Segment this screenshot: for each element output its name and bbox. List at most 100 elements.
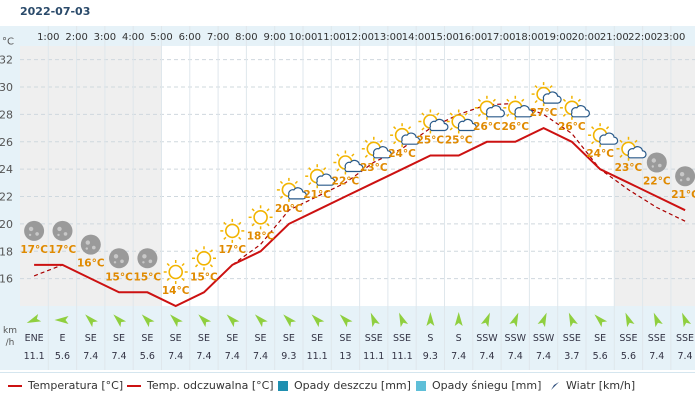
wind-direction-label: SE	[311, 333, 323, 344]
wind-speed-label: 11.1	[363, 351, 384, 362]
moon-cloud-icon	[109, 248, 129, 269]
wind-speed-label: 7.4	[83, 351, 98, 362]
legend-feels-like[interactable]: Temp. odczuwalna [°C]	[127, 379, 274, 392]
moon-cloud-icon	[52, 220, 73, 241]
temperature-data-label: 25°C	[445, 134, 473, 146]
wind-speed-label: 7.4	[168, 351, 183, 362]
forecast-date: 2022-07-03	[20, 5, 91, 18]
hour-label: 22:00	[628, 32, 657, 43]
wind-arrow-icon	[283, 314, 296, 328]
temperature-data-label: 20°C	[275, 203, 303, 215]
y-tick-label: 22	[0, 191, 13, 204]
wind-arrow-icon	[141, 314, 155, 328]
temperature-data-label: 23°C	[360, 162, 388, 174]
wind-speed-label: 5.6	[621, 351, 636, 362]
wind-arrow-icon	[625, 312, 635, 328]
temperature-data-label: 24°C	[388, 148, 416, 160]
wind-speed-label: 11.1	[24, 351, 45, 362]
wind-arrow-icon	[254, 314, 268, 328]
wind-speed-label: 13	[339, 351, 351, 362]
wind-direction-label: SSE	[365, 333, 383, 344]
wind-direction-label: SE	[226, 333, 238, 344]
temperature-data-label: 24°C	[586, 148, 614, 160]
wind-speed-label: 7.4	[649, 351, 664, 362]
wind-speed-label: 7.4	[111, 351, 126, 362]
legend-feels-like-swatch	[127, 385, 141, 387]
wind-speed-label: 5.6	[140, 351, 155, 362]
wind-arrow-icon	[26, 314, 42, 324]
legend-temperature[interactable]: Temperatura [°C]	[8, 379, 123, 392]
moon-cloud-icon	[646, 152, 667, 173]
moon-cloud-icon	[675, 166, 695, 187]
legend-rain-label: Opady deszczu [mm]	[294, 379, 411, 392]
legend-snow-label: Opady śniegu [mm]	[432, 379, 542, 392]
hour-label: 4:00	[122, 32, 144, 43]
hour-label: 15:00	[430, 32, 459, 43]
hour-label: 10:00	[289, 32, 318, 43]
y-tick-label: 30	[0, 81, 13, 94]
wind-direction-label: SE	[283, 333, 295, 344]
chart-legend: Temperatura [°C] Temp. odczuwalna [°C] O…	[0, 372, 695, 399]
y-tick-label: 32	[0, 54, 13, 67]
hour-label: 23:00	[656, 32, 685, 43]
wind-arrow-icon	[311, 314, 325, 328]
legend-wind-label: Wiatr [km/h]	[566, 379, 636, 392]
wind-arrow-icon	[170, 314, 183, 328]
temperature-data-label: 15°C	[134, 271, 162, 283]
sun-icon	[248, 205, 273, 230]
hour-label: 12:00	[345, 32, 374, 43]
sun-cloud-icon	[418, 109, 449, 134]
legend-snow-swatch	[416, 381, 426, 391]
temperature-data-label: 26°C	[473, 121, 501, 133]
y-tick-label: 26	[0, 136, 13, 149]
wind-direction-label: SE	[141, 333, 153, 344]
wind-direction-label: SE	[594, 333, 606, 344]
y-tick-label: 20	[0, 218, 13, 231]
legend-rain-swatch	[278, 381, 288, 391]
temperature-data-label: 15°C	[105, 271, 133, 283]
legend-snow[interactable]: Opady śniegu [mm]	[416, 379, 541, 392]
sun-cloud-icon	[559, 95, 590, 120]
wind-speed-label: 9.3	[281, 351, 296, 362]
temperature-data-label: 23°C	[615, 162, 643, 174]
wind-direction-label: SE	[339, 333, 351, 344]
hour-label: 13:00	[373, 32, 402, 43]
wind-direction-label: SE	[113, 333, 125, 344]
legend-rain[interactable]: Opady deszczu [mm]	[278, 379, 411, 392]
hour-label: 19:00	[543, 32, 572, 43]
wind-speed-label: 7.4	[196, 351, 211, 362]
hour-label: 8:00	[235, 32, 257, 43]
wind-arrow-icon	[226, 314, 240, 328]
hour-label: 11:00	[317, 32, 346, 43]
wind-direction-label: SSE	[676, 333, 694, 344]
wind-direction-label: E	[59, 333, 65, 344]
wind-direction-label: SSW	[505, 333, 527, 344]
wind-arrow-icon	[551, 382, 559, 390]
wind-direction-label: S	[456, 333, 462, 344]
hour-label: 18:00	[515, 32, 544, 43]
wind-direction-label: SSE	[393, 333, 411, 344]
wind-arrow-icon	[509, 312, 519, 328]
temperature-line	[34, 126, 686, 308]
sun-cloud-icon	[588, 123, 619, 148]
legend-wind[interactable]: Wiatr [km/h]	[550, 379, 635, 392]
wind-direction-label: S	[427, 333, 433, 344]
hour-header	[0, 26, 695, 46]
moon-cloud-icon	[80, 234, 101, 255]
wind-arrow-icon	[682, 312, 692, 328]
hour-label: 16:00	[458, 32, 487, 43]
hour-label: 3:00	[94, 32, 116, 43]
wind-direction-label: ENE	[25, 333, 44, 344]
hour-label: 6:00	[179, 32, 201, 43]
temperature-data-label: 22°C	[332, 176, 360, 188]
temperature-data-label: 17°C	[20, 244, 48, 256]
wind-speed-label: 7.4	[451, 351, 466, 362]
wind-direction-label: SSE	[563, 333, 581, 344]
hour-label: 21:00	[600, 32, 629, 43]
hour-label: 17:00	[487, 32, 516, 43]
wind-direction-label: SE	[198, 333, 210, 344]
wind-speed-label: 7.4	[508, 351, 523, 362]
wind-speed-label: 11.1	[307, 351, 328, 362]
sun-cloud-icon	[531, 82, 562, 107]
legend-feels-like-label: Temp. odczuwalna [°C]	[147, 379, 274, 392]
